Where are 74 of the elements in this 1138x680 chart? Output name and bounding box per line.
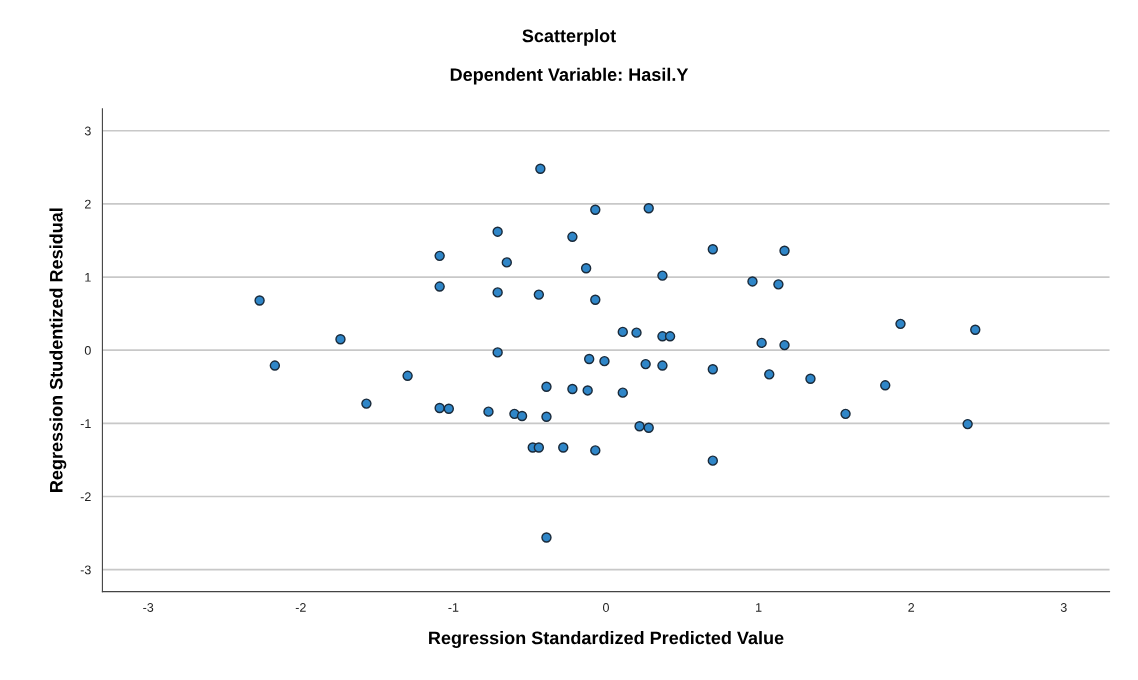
point — [707, 244, 718, 255]
point — [434, 281, 445, 292]
x-tick-label: -1 — [448, 603, 459, 612]
point — [492, 226, 503, 237]
point — [805, 373, 816, 384]
point — [335, 334, 346, 345]
point — [590, 445, 601, 456]
y-tick-label: 1 — [85, 272, 91, 282]
point — [779, 245, 790, 256]
x-tick-label: 3 — [1060, 603, 1067, 612]
point — [492, 287, 503, 298]
point — [582, 385, 593, 396]
point — [443, 403, 455, 414]
y-tick-label: 2 — [84, 199, 91, 209]
y-tick-label: -1 — [80, 419, 91, 428]
point — [541, 532, 552, 543]
chart-title: Scatterplot — [522, 28, 616, 46]
point — [501, 257, 512, 268]
point — [617, 326, 628, 338]
point — [643, 203, 654, 214]
point — [895, 318, 906, 330]
point — [962, 418, 973, 430]
point — [657, 270, 668, 281]
point — [664, 331, 676, 342]
point — [617, 387, 628, 398]
point — [269, 360, 281, 371]
point — [580, 263, 592, 274]
point — [541, 411, 552, 422]
x-tick-label: -3 — [143, 603, 154, 612]
point — [434, 250, 445, 262]
x-tick-label: 2 — [908, 603, 915, 612]
x-tick-label: 1 — [756, 603, 762, 612]
point — [840, 408, 851, 420]
point — [567, 383, 578, 395]
point — [533, 442, 545, 453]
point — [773, 279, 784, 290]
x-tick-label: -2 — [295, 603, 306, 612]
point — [483, 406, 494, 417]
point — [535, 163, 546, 174]
point — [558, 442, 569, 453]
point — [590, 204, 601, 215]
point — [634, 421, 645, 432]
point — [492, 347, 503, 358]
point — [764, 369, 775, 380]
point — [880, 380, 891, 391]
point — [707, 455, 718, 466]
point — [434, 402, 445, 414]
point — [747, 276, 758, 287]
point — [584, 353, 595, 365]
y-tick-label: 3 — [84, 126, 91, 136]
point — [361, 398, 372, 409]
point — [657, 360, 668, 371]
y-tick-label: -2 — [80, 492, 91, 502]
point — [643, 422, 654, 433]
point — [402, 370, 413, 381]
point — [590, 294, 601, 305]
y-tick-label: 0 — [84, 346, 91, 355]
chart-subtitle: Dependent Variable: Hasil.Y — [450, 67, 689, 85]
x-axis-title: Regression Standardized Predicted Value — [429, 631, 784, 648]
point — [779, 339, 790, 351]
y-tick-label: -3 — [80, 565, 91, 575]
point — [516, 410, 528, 422]
point — [756, 337, 767, 349]
point — [533, 289, 545, 300]
point — [640, 358, 651, 370]
x-tick-label: 0 — [603, 603, 609, 612]
point — [599, 355, 610, 367]
point — [541, 381, 552, 392]
point — [970, 324, 981, 335]
point — [254, 295, 265, 306]
point — [631, 327, 642, 338]
point — [707, 364, 718, 375]
point — [567, 231, 578, 243]
y-axis-title: Regression Studentized Residual — [49, 208, 67, 492]
